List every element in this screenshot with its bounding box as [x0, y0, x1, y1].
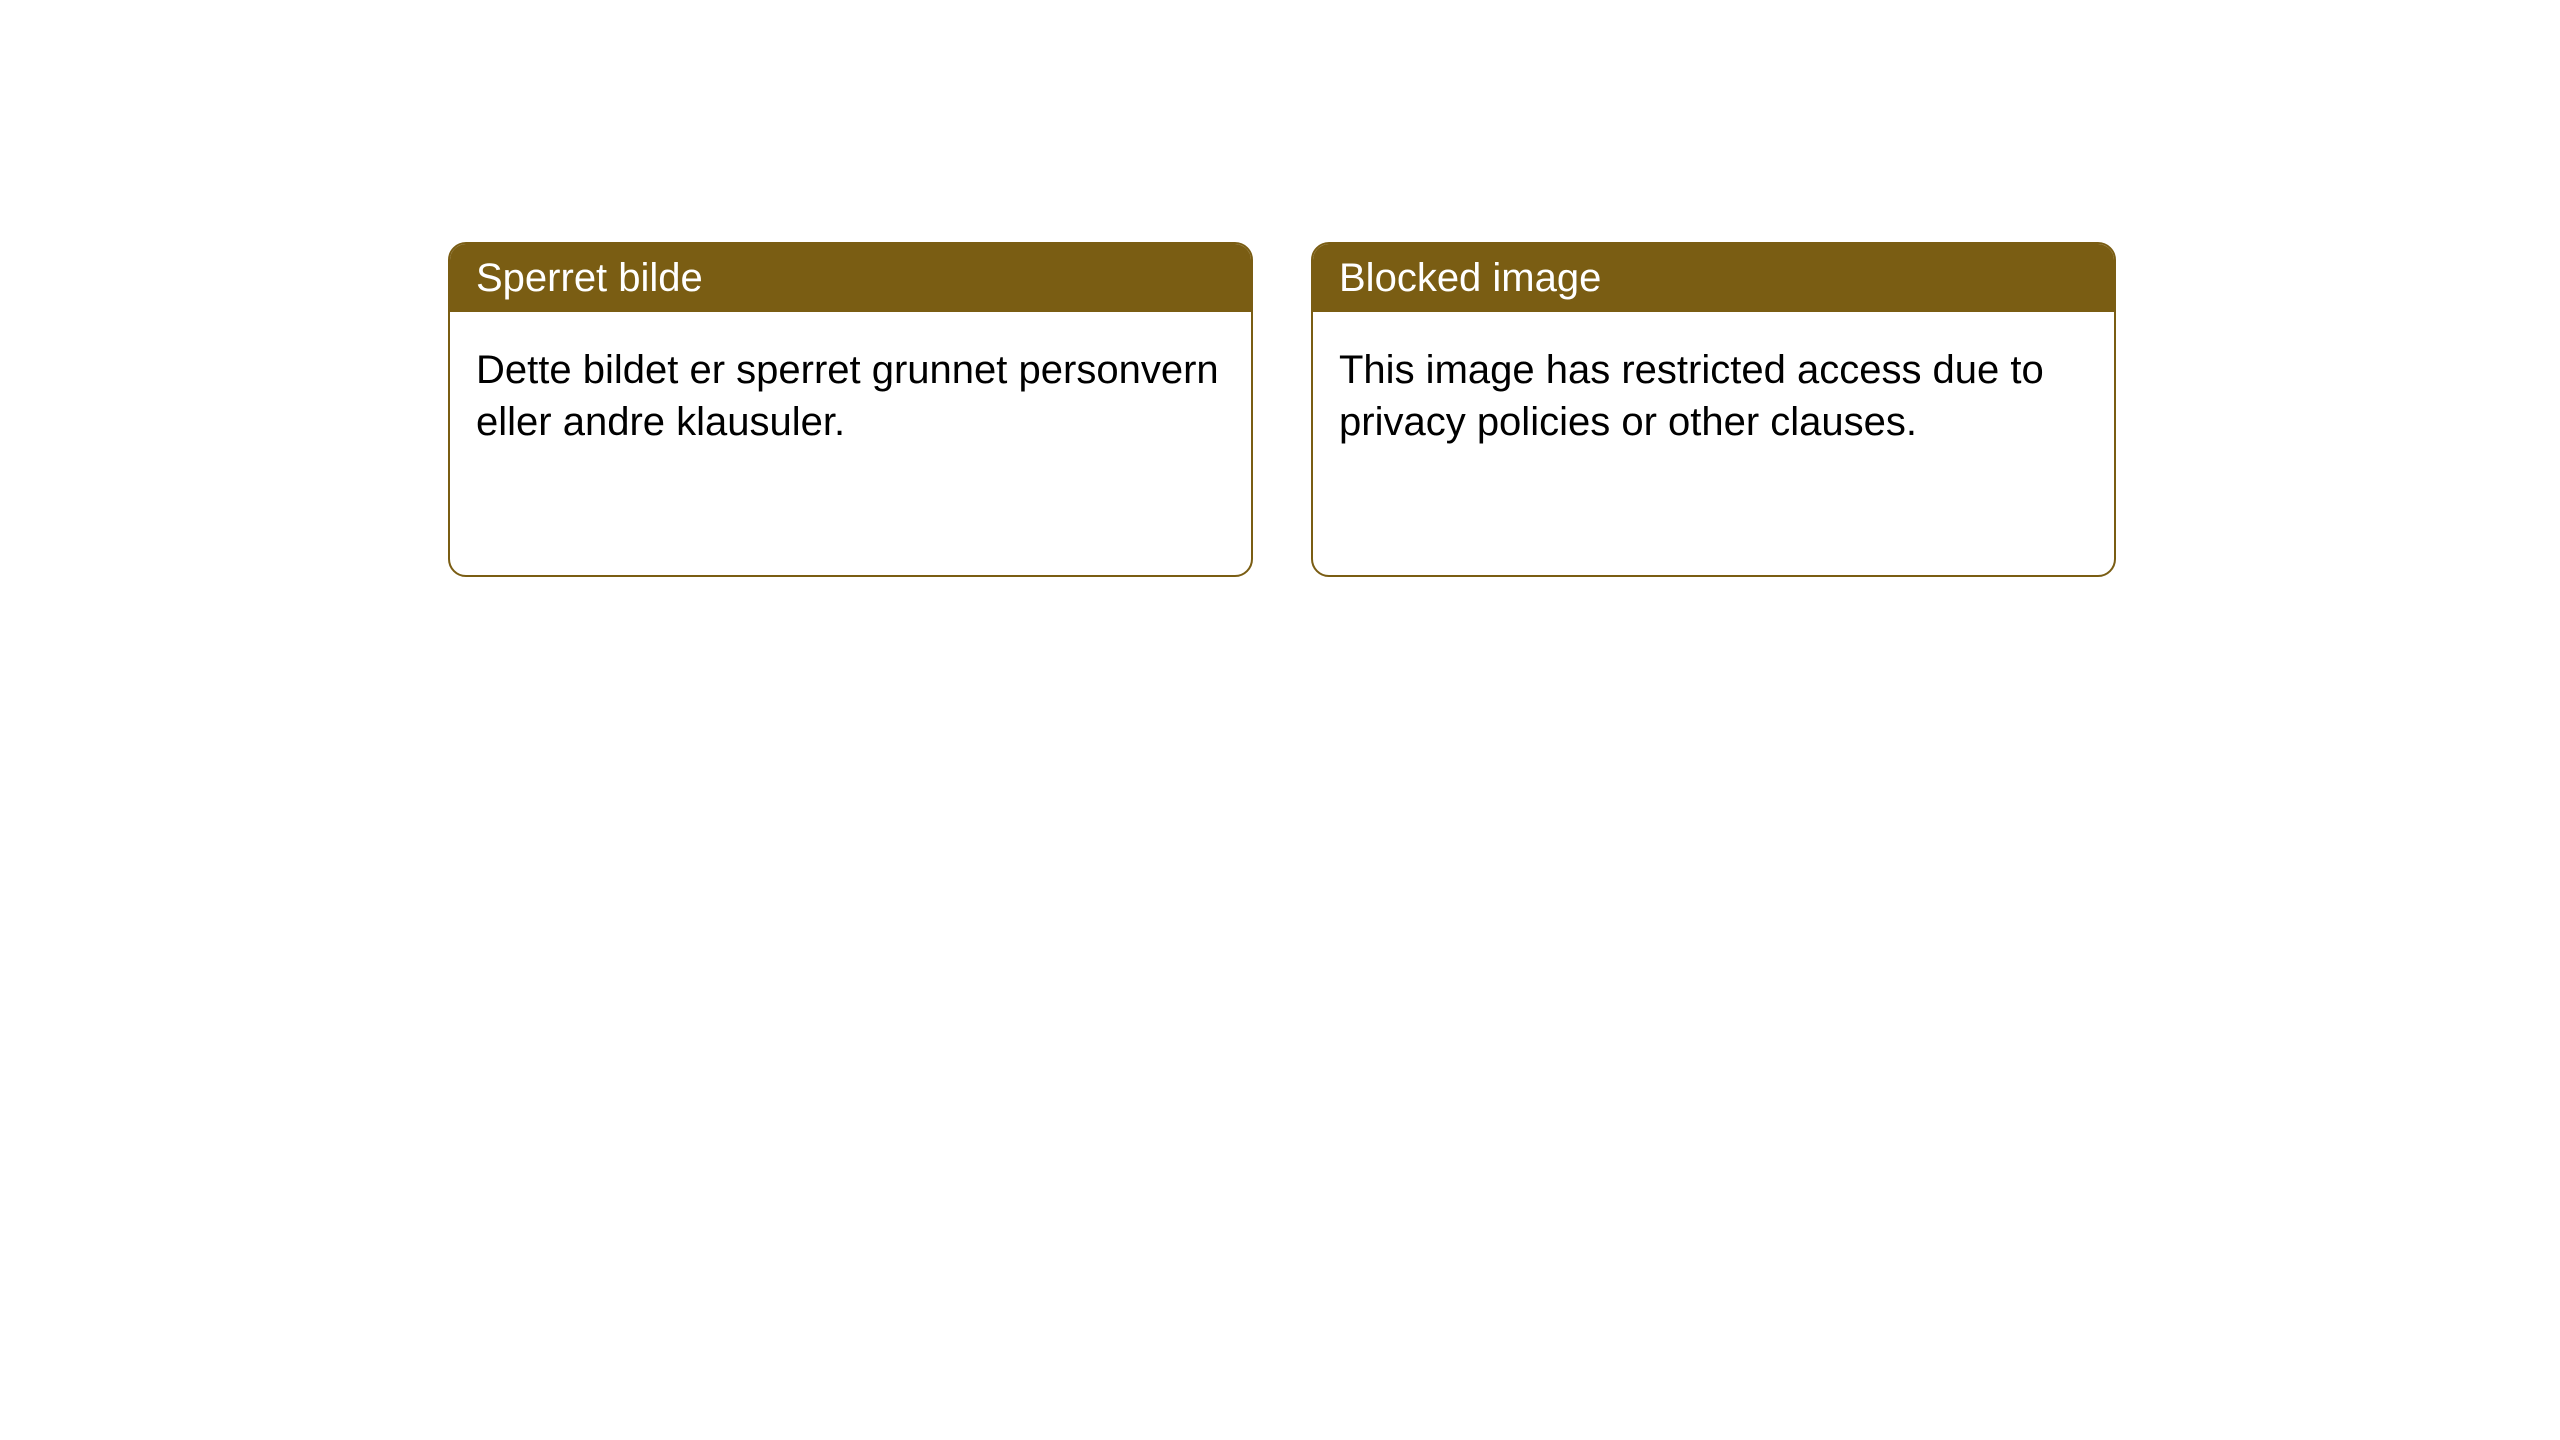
- notice-card-norwegian: Sperret bilde Dette bildet er sperret gr…: [448, 242, 1253, 577]
- notice-header: Blocked image: [1313, 244, 2114, 312]
- notice-title: Sperret bilde: [476, 256, 703, 300]
- notice-text: This image has restricted access due to …: [1339, 348, 2044, 444]
- notice-text: Dette bildet er sperret grunnet personve…: [476, 348, 1219, 444]
- notice-card-english: Blocked image This image has restricted …: [1311, 242, 2116, 577]
- notice-body: Dette bildet er sperret grunnet personve…: [450, 312, 1251, 480]
- notice-container: Sperret bilde Dette bildet er sperret gr…: [0, 0, 2560, 577]
- notice-body: This image has restricted access due to …: [1313, 312, 2114, 480]
- notice-title: Blocked image: [1339, 256, 1601, 300]
- notice-header: Sperret bilde: [450, 244, 1251, 312]
